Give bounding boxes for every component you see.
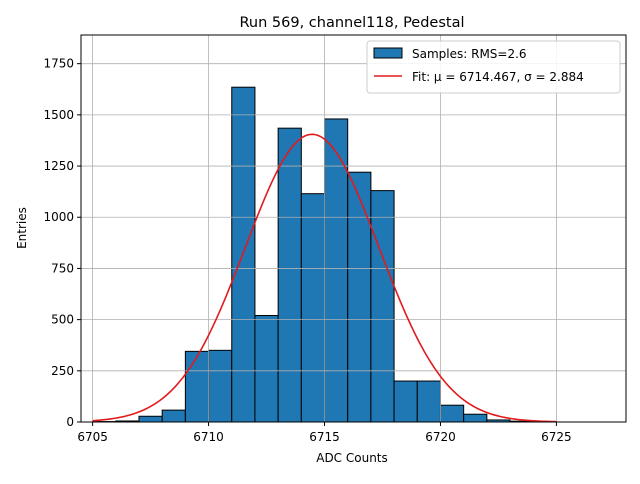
histogram-bar [162, 410, 185, 422]
y-tick-label: 1500 [43, 108, 74, 122]
y-tick-label: 500 [51, 313, 74, 327]
legend-samples-label: Samples: RMS=2.6 [412, 47, 527, 61]
legend-bar-swatch [374, 48, 402, 58]
y-tick-label: 1000 [43, 210, 74, 224]
x-tick-label: 6705 [77, 430, 108, 444]
chart-title: Run 569, channel118, Pedestal [239, 15, 464, 31]
legend: Samples: RMS=2.6 Fit: μ = 6714.467, σ = … [367, 41, 620, 93]
y-axis-label: Entries [15, 207, 29, 249]
x-tick-label: 6720 [425, 430, 456, 444]
histogram-bar [185, 351, 208, 422]
histogram-bar [301, 194, 324, 422]
histogram-bar [255, 316, 278, 422]
y-tick-label: 750 [51, 261, 74, 275]
histogram-bar [348, 172, 371, 422]
x-axis-label: ADC Counts [316, 451, 388, 465]
y-tick-label: 1750 [43, 57, 74, 71]
legend-fit-label: Fit: μ = 6714.467, σ = 2.884 [412, 70, 584, 84]
histogram-bar [417, 381, 440, 422]
histogram-bar [209, 350, 232, 422]
histogram-bar [440, 405, 463, 422]
y-tick-label: 1250 [43, 159, 74, 173]
histogram-bar [139, 416, 162, 422]
x-tick-label: 6710 [193, 430, 224, 444]
histogram-bar [464, 414, 487, 422]
histogram-bar [394, 381, 417, 422]
x-tick-label: 6715 [309, 430, 340, 444]
histogram-bar [371, 191, 394, 422]
x-tick-label: 6725 [541, 430, 572, 444]
histogram-bar [278, 128, 301, 422]
y-tick-label: 250 [51, 364, 74, 378]
y-tick-label: 0 [66, 415, 74, 429]
